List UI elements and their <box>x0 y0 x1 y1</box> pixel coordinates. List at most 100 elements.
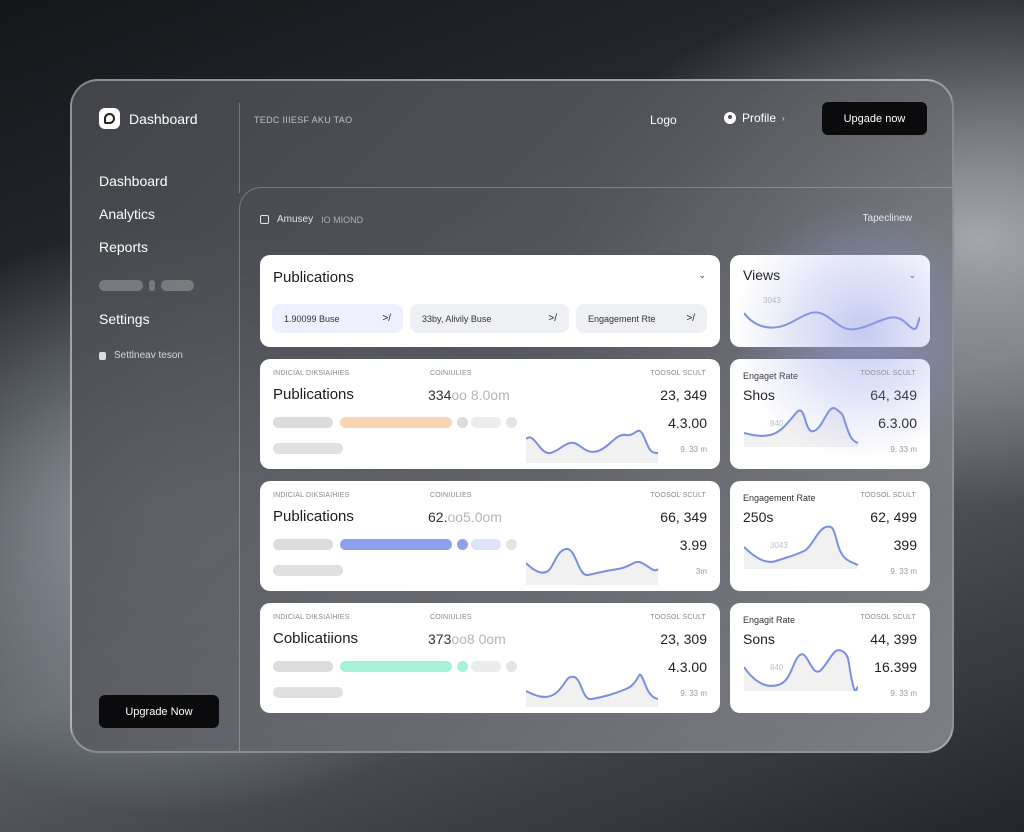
filter-chip[interactable]: 33by, Alivily Buse >/ <box>410 304 569 333</box>
column-label: TOOSOL SCULT <box>860 614 916 621</box>
section-header: Amusey IO MIOND <box>260 214 363 225</box>
metric-small: 9. 33 m <box>680 689 707 698</box>
sidebar-item-analytics[interactable]: Analytics <box>99 206 156 222</box>
progress-bar-fill <box>340 539 452 550</box>
metric-value-faint: oo5.0om <box>447 509 502 525</box>
side-card-title: Engaget Rate <box>743 371 799 381</box>
side-card-sparkline <box>744 649 859 691</box>
sidebar-placeholder-pills <box>99 280 194 291</box>
column-label: INDICIAL DIKSIAIHIES <box>273 492 350 499</box>
column-label: COINIULIES <box>430 370 472 377</box>
user-icon <box>724 112 736 124</box>
metric-total: 23, 309 <box>660 631 707 647</box>
upgrade-top-button[interactable]: Upgade now <box>822 102 927 135</box>
metric-value-faint: oo8 0om <box>451 631 506 647</box>
placeholder-bar <box>273 565 343 576</box>
metric-sparkline <box>526 548 659 585</box>
placeholder-bar <box>273 687 343 698</box>
filter-chip[interactable]: 1.90099 Buse >/ <box>272 304 403 333</box>
profile-menu[interactable]: Profile › <box>724 111 785 125</box>
column-label: TOOSOL SCULT <box>860 370 916 377</box>
chip-row: 1.90099 Buse >/ 33by, Alivily Buse >/ En… <box>272 304 707 333</box>
logo-link[interactable]: Logo <box>650 113 677 127</box>
progress-bar-fill <box>340 417 452 428</box>
side-card-value: Sons <box>743 631 775 647</box>
side-card-small: 9. 33 m <box>890 445 917 454</box>
app-window: Dashboard Dashboard Analytics Reports Se… <box>70 79 954 753</box>
metric-title: Publications <box>273 508 354 525</box>
side-card-sub: 6.3.00 <box>878 415 917 431</box>
metric-sub: 4.3.00 <box>668 415 707 431</box>
metric-value: 334oo 8.0om <box>428 387 510 403</box>
metric-value-main: 62. <box>428 509 448 525</box>
sidebar-item-settings[interactable]: Settings <box>99 311 150 327</box>
chevron-right-icon: › <box>782 113 785 123</box>
side-card-value: Shos <box>743 387 775 403</box>
metric-value: 373oo8 0om <box>428 631 506 647</box>
filter-chip[interactable]: Engagement Rte >/ <box>576 304 707 333</box>
card-title: Views <box>743 267 781 283</box>
column-label: INDICIAL DIKSIAIHIES <box>273 614 350 621</box>
divider <box>239 103 240 193</box>
expand-arrow-icon: >/ <box>382 313 391 324</box>
views-card: Views ⌄ 3043 <box>730 255 930 347</box>
side-card-small: 9. 33 m <box>890 567 917 576</box>
file-icon <box>99 351 106 360</box>
progress-bar-fill <box>340 661 452 672</box>
column-label: TOOSOL SCULT <box>860 492 916 499</box>
placeholder-pill <box>149 280 155 291</box>
sidebar-subitem[interactable]: Settlneav teson <box>99 350 194 361</box>
profile-label: Profile <box>742 111 777 125</box>
metric-small: 9. 33 m <box>680 445 707 454</box>
side-card-total: 62, 499 <box>870 509 917 525</box>
chip-label: Engagement Rte <box>588 313 656 324</box>
breadcrumb: TEDC IIIESF AKU TAO <box>254 115 353 125</box>
side-metric-card: Engaget Rate TOOSOL SCULT Shos 64, 349 6… <box>730 359 930 469</box>
brand[interactable]: Dashboard <box>99 108 198 129</box>
metric-sparkline <box>526 673 659 707</box>
main-content: Amusey IO MIOND Tapeclinew Publications … <box>239 187 952 751</box>
side-card-title: Engagit Rate <box>743 615 796 625</box>
placeholder-pill <box>99 280 143 291</box>
side-card-title: Engagement Rate <box>743 493 816 503</box>
chart-value: 840 <box>770 419 784 428</box>
sidebar-nav: Dashboard Analytics Reports Settings Set… <box>99 173 194 361</box>
section-action-link[interactable]: Tapeclinew <box>862 213 912 224</box>
progress-bar-track <box>273 417 333 428</box>
status-dot <box>506 417 517 428</box>
status-dot <box>506 539 517 550</box>
status-dot <box>506 661 517 672</box>
upgrade-now-button[interactable]: Upgrade Now <box>99 695 219 728</box>
metric-card: INDICIAL DIKSIAIHIES COINIULIES TOOSOL S… <box>260 481 720 591</box>
chevron-down-icon[interactable]: ⌄ <box>698 270 706 280</box>
chart-value: 840 <box>770 663 784 672</box>
metric-sub: 4.3.00 <box>668 659 707 675</box>
metric-title: Publications <box>273 386 354 403</box>
sidebar-subitem-label: Settlneav teson <box>114 350 183 361</box>
side-card-total: 64, 349 <box>870 387 917 403</box>
column-label: COINIULIES <box>430 492 472 499</box>
topbar: TEDC IIIESF AKU TAO Logo Profile › Upgad… <box>239 81 952 187</box>
progress-bar-segment <box>471 417 501 428</box>
metric-title: Coblicatiions <box>273 630 359 647</box>
expand-arrow-icon: >/ <box>686 313 695 324</box>
status-dot <box>457 661 468 672</box>
chevron-down-icon[interactable]: ⌄ <box>908 270 916 280</box>
status-dot <box>457 417 468 428</box>
side-card-sub: 16.399 <box>874 659 917 675</box>
metric-total: 66, 349 <box>660 509 707 525</box>
progress-bar-track <box>273 539 333 550</box>
metric-value-faint: oo 8.0om <box>451 387 510 403</box>
chart-value: 3043 <box>763 296 781 305</box>
column-label: TOOSOL SCULT <box>650 492 706 499</box>
views-sparkline <box>744 311 920 331</box>
card-title: Publications <box>273 269 354 286</box>
sidebar-item-dashboard[interactable]: Dashboard <box>99 173 168 189</box>
sidebar-item-reports[interactable]: Reports <box>99 239 149 255</box>
side-card-total: 44, 399 <box>870 631 917 647</box>
side-metric-card: Engagit Rate TOOSOL SCULT Sons 44, 399 1… <box>730 603 930 713</box>
sidebar: Dashboard Dashboard Analytics Reports Se… <box>72 81 239 751</box>
metric-total: 23, 349 <box>660 387 707 403</box>
side-card-small: 9. 33 m <box>890 689 917 698</box>
metric-value-main: 334 <box>428 387 452 403</box>
